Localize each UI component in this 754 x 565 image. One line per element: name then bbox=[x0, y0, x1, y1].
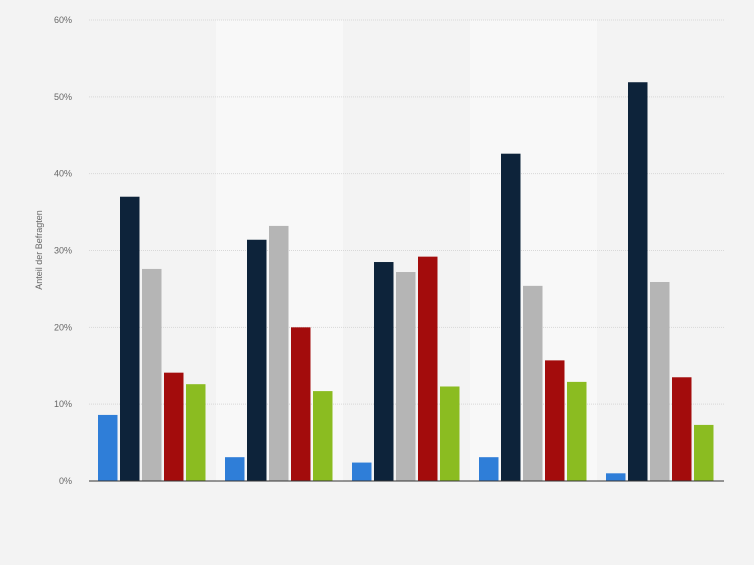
bar[interactable] bbox=[418, 256, 438, 481]
bar[interactable] bbox=[98, 414, 118, 481]
bar[interactable] bbox=[523, 285, 543, 481]
bar[interactable] bbox=[374, 262, 394, 481]
bar[interactable] bbox=[313, 391, 333, 481]
bar[interactable] bbox=[501, 153, 521, 481]
bar[interactable] bbox=[479, 457, 499, 481]
y-tick-label: 10% bbox=[54, 399, 72, 409]
y-axis-label: Anteil der Befragten bbox=[34, 210, 44, 290]
y-tick-label: 20% bbox=[54, 322, 72, 332]
bar[interactable] bbox=[672, 377, 692, 481]
bar[interactable] bbox=[567, 381, 587, 481]
bar[interactable] bbox=[440, 386, 460, 481]
y-tick-labels: 0% 10% 20% 30% 40% 50% 60% bbox=[54, 15, 72, 486]
y-tick-label: 60% bbox=[54, 15, 72, 25]
bar[interactable] bbox=[694, 424, 714, 481]
bar[interactable] bbox=[164, 372, 184, 481]
bar[interactable] bbox=[291, 327, 311, 481]
bar[interactable] bbox=[120, 196, 140, 481]
bar[interactable] bbox=[396, 272, 416, 481]
bar[interactable] bbox=[225, 457, 245, 481]
y-tick-label: 50% bbox=[54, 92, 72, 102]
bar[interactable] bbox=[650, 282, 670, 481]
bar[interactable] bbox=[247, 239, 267, 481]
bar[interactable] bbox=[545, 360, 565, 481]
bar[interactable] bbox=[269, 225, 289, 481]
bar[interactable] bbox=[186, 384, 206, 481]
bar[interactable] bbox=[352, 462, 372, 481]
y-tick-label: 40% bbox=[54, 169, 72, 179]
bars bbox=[98, 82, 714, 482]
bar[interactable] bbox=[606, 473, 626, 481]
bar[interactable] bbox=[142, 268, 162, 481]
y-tick-label: 0% bbox=[59, 476, 72, 486]
bar[interactable] bbox=[628, 82, 648, 482]
y-tick-label: 30% bbox=[54, 246, 72, 256]
